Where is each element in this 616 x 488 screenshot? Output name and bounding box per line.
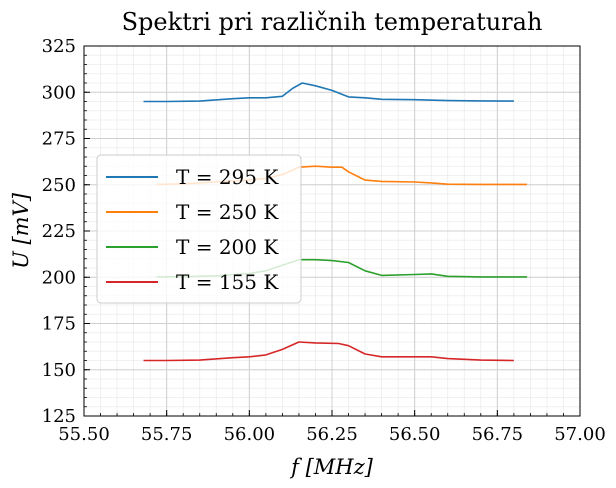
x-tick-label: 56.50 [389,424,441,445]
y-tick-label: 175 [42,314,76,335]
legend-label: T = 155 K [176,270,279,294]
y-tick-label: 300 [42,82,76,103]
axis-ticks [83,45,581,417]
y-tick-label: 125 [42,406,76,427]
y-tick-label: 275 [42,129,76,150]
legend-box [96,154,302,304]
y-tick-label: 250 [42,175,76,196]
x-tick-label: 57.00 [554,424,606,445]
x-tick-label: 55.50 [58,424,110,445]
legend: T = 295 K T = 250 K T = 200 K T = 155 K [96,154,302,304]
series-line-1 [143,82,514,103]
x-tick-label: 55.75 [141,424,193,445]
legend-label: T = 200 K [176,235,279,259]
x-tick-label: 56.00 [224,424,276,445]
chart-title: Spektri pri različnih temperaturah [122,8,543,36]
y-tick-label: 325 [42,36,76,57]
series-line-4 [143,341,514,362]
legend-label: T = 295 K [176,165,279,189]
y-tick-labels: 125 150 175 200 225 250 275 300 325 [42,36,76,427]
y-tick-label: 200 [42,267,76,288]
x-tick-label: 56.75 [472,424,524,445]
y-tick-label: 150 [42,360,76,381]
y-axis-label: U [mV] [9,192,33,269]
y-tick-label: 225 [42,221,76,242]
x-tick-label: 56.25 [306,424,358,445]
legend-label: T = 250 K [176,200,279,224]
x-tick-labels: 55.50 55.75 56.00 56.25 56.50 56.75 57.00 [58,424,606,445]
x-axis-label: f [MHz] [289,455,374,479]
